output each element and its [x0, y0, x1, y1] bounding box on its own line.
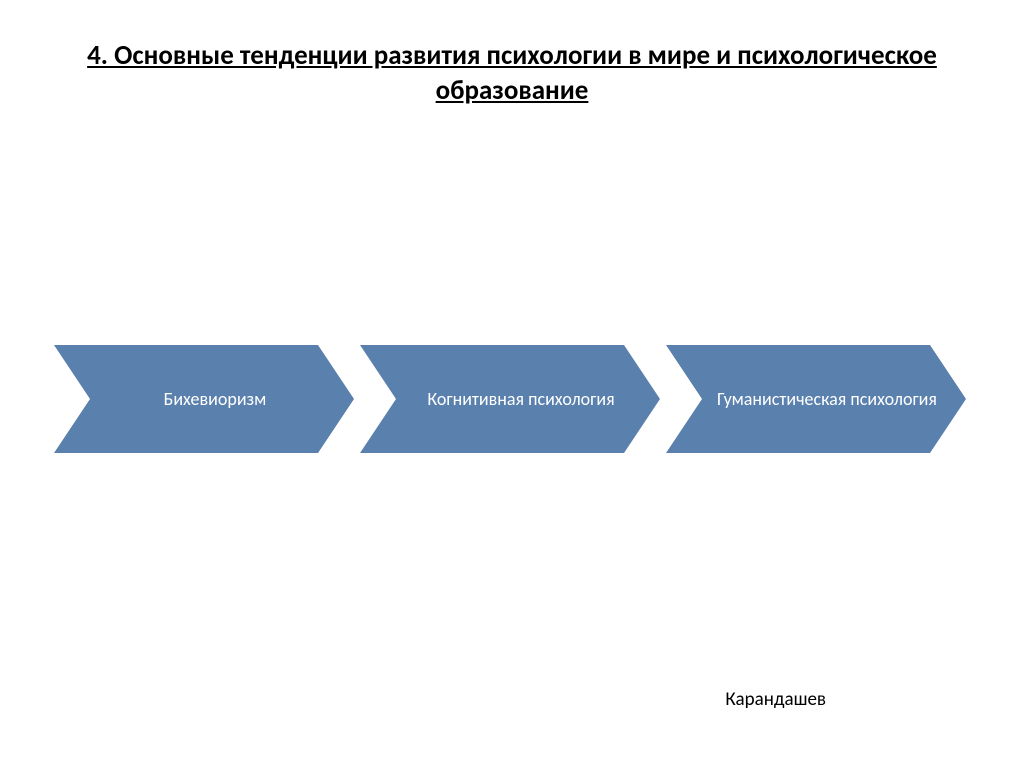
page-title: 4. Основные тенденции развития психологи… — [0, 0, 1024, 108]
chevron-step-1: Бихевиоризм — [54, 345, 354, 453]
chevron-step-label: Бихевиоризм — [122, 388, 287, 411]
chevron-step-3: Гуманистическая психология — [666, 345, 966, 453]
chevron-step-label: Когнитивная психология — [385, 388, 634, 411]
author-label: Карандашев — [725, 688, 826, 711]
chevron-process-diagram: Бихевиоризм Когнитивная психология Гуман… — [54, 345, 966, 453]
chevron-step-2: Когнитивная психология — [360, 345, 660, 453]
chevron-step-label: Гуманистическая психология — [675, 388, 957, 411]
